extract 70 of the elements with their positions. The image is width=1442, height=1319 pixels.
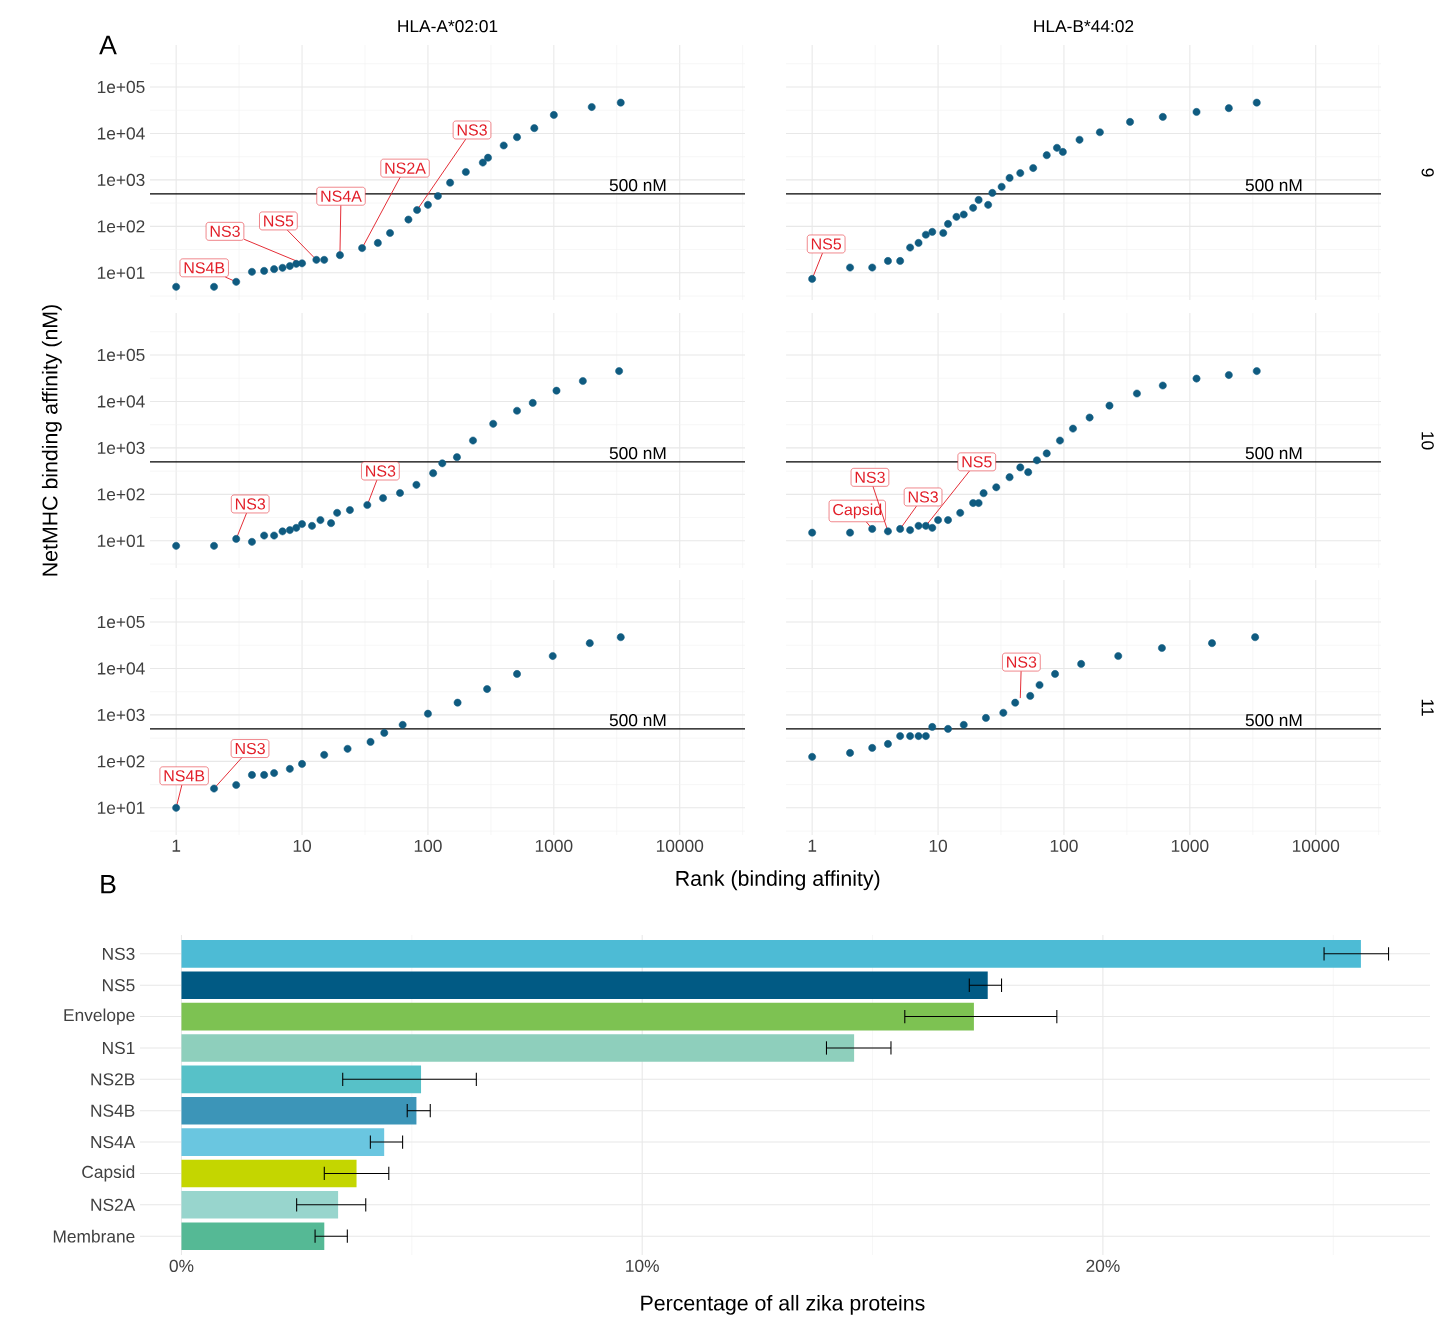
x-tick-label: 20% [1086,1259,1120,1272]
y2-axis-title: 11 [1421,699,1434,716]
x-tick-label: 10 [929,839,948,852]
x-tick-label: 1000 [535,839,573,852]
chart-title: HLA-A*02:01 [398,19,498,33]
y-tick-label: 1e+05 [97,80,145,93]
ref-line-label: 500 nM [1245,446,1302,460]
annotation: NS2A [385,162,426,174]
y-tick-label: NS1 [102,1041,135,1054]
annotation: NS3 [855,471,885,483]
annotation: NS3 [366,465,396,477]
x-axis-title: Rank (binding affinity) [676,870,880,891]
annotation: NS3 [908,491,938,503]
y2-axis-title: 9 [1421,168,1434,177]
annotation: NS3 [235,498,266,510]
y-tick-label: 1e+05 [97,615,145,628]
y-tick-label: 1e+03 [97,708,145,721]
x-tick-label: 1000 [1171,839,1209,852]
y-tick-label: 1e+02 [97,755,145,768]
text: B [101,874,116,894]
ref-line-label: 500 nM [609,178,666,192]
ref-line-label: 500 nM [1245,713,1302,727]
ref-line-label: 500 nM [609,446,666,460]
y-tick-label: 1e+04 [97,395,145,408]
x-tick-label: 10 [293,839,312,852]
x-tick-label: 1 [808,839,817,852]
annotation: NS5 [811,238,842,250]
y-tick-label: NS3 [102,947,135,960]
y-tick-label: NS4B [91,1104,135,1117]
y-tick-label: Envelope [64,1008,135,1025]
annotation: NS3 [1007,656,1037,668]
annotation: NS5 [962,456,992,468]
y-tick-label: Membrane [53,1229,135,1243]
y-tick-label: 1e+01 [97,801,145,814]
annotation: NS5 [264,215,294,227]
x-axis-title: Percentage of all zika proteins [641,1294,925,1315]
ref-line-label: 500 nM [609,713,666,727]
annotation: NS4B [184,262,225,274]
y-tick-label: 1e+03 [97,173,145,186]
y-tick-label: NS2A [91,1198,136,1211]
y-tick-label: 1e+02 [97,488,145,501]
ref-line-label: 500 nM [1245,178,1302,192]
y-tick-label: 1e+01 [97,534,145,547]
annotation: NS3 [457,124,487,136]
text: A [99,35,117,55]
x-tick-label: 100 [414,839,442,852]
x-tick-label: 10000 [656,839,704,852]
y-axis-title: NetMHC binding affinity (nM) [41,305,62,576]
y2-axis-title: 10 [1421,432,1434,450]
annotation: NS3 [210,225,240,237]
x-tick-label: 0% [169,1259,194,1272]
y-tick-label: 1e+02 [97,220,145,233]
y-tick-label: NS4A [91,1135,136,1149]
y-tick-label: NS5 [102,978,135,992]
x-tick-label: 1 [172,839,181,852]
y-tick-label: NS2B [91,1073,135,1086]
y-tick-label: 1e+04 [97,662,145,675]
y-tick-label: Capsid [82,1165,135,1182]
chart-title: HLA-B*44:02 [1034,19,1134,33]
y-tick-label: 1e+03 [97,441,145,454]
y-tick-label: 1e+04 [97,127,145,140]
annotation: NS4B [164,770,205,782]
annotation: NS4A [321,190,362,202]
annotation: NS3 [235,742,265,755]
x-tick-label: 10000 [1292,839,1340,852]
y-tick-label: 1e+05 [97,348,145,361]
x-tick-label: 100 [1050,839,1078,852]
annotation: Capsid [833,503,882,519]
y-tick-label: 1e+01 [97,266,145,279]
x-tick-label: 10% [626,1259,659,1272]
